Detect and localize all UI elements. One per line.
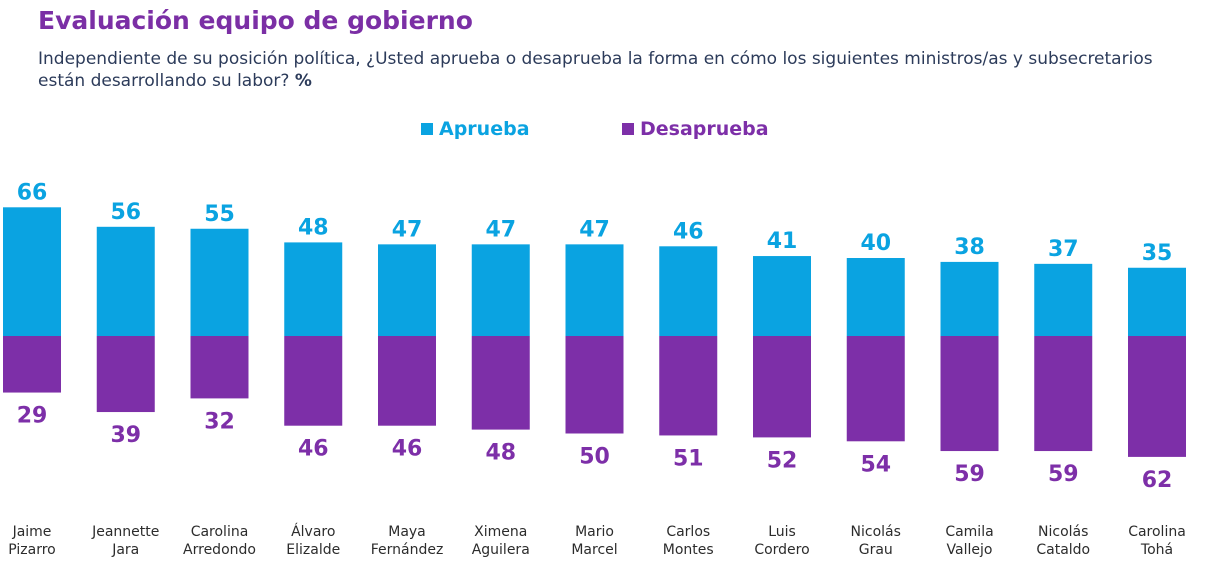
bar-desaprueba (190, 336, 249, 399)
category-label: Carolina (1128, 524, 1186, 540)
category-label: Carlos (666, 524, 710, 540)
category-label: Elizalde (286, 542, 340, 558)
bar-aprueba (753, 256, 811, 336)
category-label: Pizarro (8, 542, 55, 558)
data-label-aprueba: 46 (673, 219, 704, 244)
legend-swatch-desaprueba (622, 123, 634, 135)
data-label-aprueba: 38 (954, 235, 985, 260)
bar-aprueba (284, 242, 343, 336)
category-label: Nicolás (1038, 524, 1088, 540)
category-label: Camila (945, 524, 993, 540)
category-label: Ximena (474, 524, 527, 540)
bar-aprueba (846, 258, 905, 336)
data-label-aprueba: 66 (17, 180, 48, 205)
data-label-aprueba: 47 (579, 217, 610, 242)
data-label-aprueba: 48 (298, 215, 329, 240)
bar-desaprueba (565, 336, 624, 434)
bar-aprueba (940, 261, 999, 336)
chart-title: Evaluación equipo de gobierno (38, 6, 473, 35)
bar-aprueba (3, 207, 61, 336)
data-label-desaprueba: 59 (954, 462, 985, 487)
category-label: Jeannette (91, 524, 159, 540)
category-label: Luis (768, 524, 796, 540)
data-label-desaprueba: 32 (204, 409, 235, 434)
bar-desaprueba (659, 336, 718, 436)
data-label-aprueba: 55 (204, 202, 235, 227)
category-label: Vallejo (947, 542, 993, 558)
category-label: Cordero (754, 542, 809, 558)
data-label-aprueba: 56 (110, 200, 141, 225)
bar-aprueba (1034, 263, 1093, 336)
data-label-desaprueba: 39 (110, 423, 141, 448)
bar-desaprueba (1128, 336, 1186, 457)
category-label: Marcel (571, 542, 617, 558)
category-label: Maya (388, 524, 426, 540)
category-label: Cataldo (1036, 542, 1090, 558)
category-label: Fernández (371, 542, 444, 558)
data-label-desaprueba: 52 (767, 448, 798, 473)
category-label: Álvaro (291, 523, 335, 540)
data-label-aprueba: 40 (860, 231, 891, 256)
data-label-desaprueba: 54 (860, 452, 891, 477)
bar-desaprueba (3, 336, 61, 393)
category-label: Carolina (191, 524, 249, 540)
data-label-desaprueba: 51 (673, 446, 704, 471)
category-label: Jaime (12, 524, 52, 540)
data-label-desaprueba: 46 (298, 437, 329, 462)
data-label-desaprueba: 46 (392, 437, 423, 462)
data-label-aprueba: 41 (767, 229, 798, 254)
data-label-aprueba: 47 (485, 217, 516, 242)
legend-label-aprueba: Aprueba (439, 118, 530, 140)
category-label: Montes (663, 542, 714, 558)
legend-item-aprueba: Aprueba (421, 118, 530, 140)
data-label-aprueba: 47 (392, 217, 423, 242)
data-label-desaprueba: 62 (1142, 468, 1173, 493)
subtitle-unit: % (294, 71, 312, 91)
category-label: Nicolás (851, 524, 901, 540)
bar-desaprueba (96, 336, 155, 413)
bar-desaprueba (940, 336, 999, 452)
bar-aprueba (659, 246, 718, 336)
bar-aprueba (190, 228, 249, 336)
subtitle-text: Independiente de su posición política, ¿… (38, 49, 1153, 91)
data-label-aprueba: 37 (1048, 237, 1079, 262)
chart-subtitle: Independiente de su posición política, ¿… (38, 48, 1168, 92)
legend-swatch-aprueba (421, 123, 433, 135)
category-label: Mario (575, 524, 614, 540)
bar-desaprueba (846, 336, 905, 442)
category-label: Jara (111, 542, 139, 558)
legend-label-desaprueba: Desaprueba (640, 118, 769, 140)
bar-desaprueba (284, 336, 343, 426)
bar-desaprueba (753, 336, 811, 438)
bar-aprueba (471, 244, 530, 336)
bar-desaprueba (1034, 336, 1093, 452)
bar-desaprueba (378, 336, 436, 426)
data-label-aprueba: 35 (1142, 241, 1173, 266)
category-label: Grau (859, 542, 893, 558)
bar-aprueba (96, 226, 155, 336)
category-label: Arredondo (183, 542, 256, 558)
data-label-desaprueba: 48 (485, 441, 516, 466)
data-label-desaprueba: 50 (579, 445, 610, 470)
data-label-desaprueba: 29 (17, 404, 48, 429)
bar-aprueba (1128, 267, 1186, 336)
category-label: Tohá (1140, 542, 1173, 558)
category-label: Aguilera (472, 542, 530, 558)
bar-aprueba (378, 244, 436, 336)
data-label-desaprueba: 59 (1048, 462, 1079, 487)
legend-item-desaprueba: Desaprueba (622, 118, 769, 140)
bar-aprueba (565, 244, 624, 336)
bar-desaprueba (471, 336, 530, 430)
